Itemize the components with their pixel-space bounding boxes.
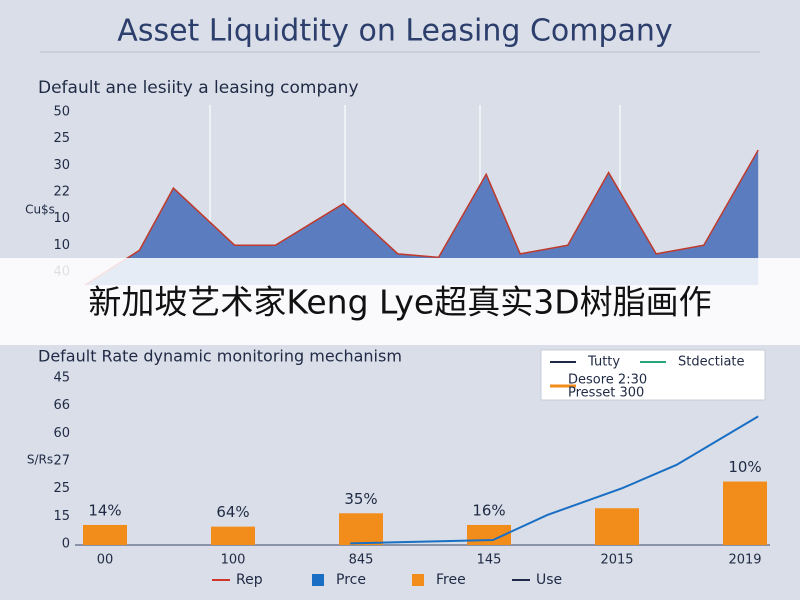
y-tick-label: 30 [53,158,70,173]
y-tick-label: 25 [53,131,70,146]
x-tick-label: 00 [97,553,114,568]
x-tick-label: 145 [477,553,502,568]
main-title: Asset Liquidtity on Leasing Company [117,14,672,49]
legend-swatch [412,574,424,586]
chart-subtitle: Default ane lesiity a leasing company [38,78,359,98]
overlay-text: 新加坡艺术家Keng Lye超真实3D树脂画作 [88,283,711,322]
y-axis-label: S/Rs [27,453,53,467]
legend-label: Prce [336,572,366,588]
legend-label: Presset 300 [568,386,644,401]
legend-label: Stdectiate [678,355,745,370]
bar [83,524,127,545]
y-tick-label: 10 [53,211,70,226]
bar [211,526,255,545]
bar [723,481,767,545]
legend-box [540,349,766,401]
y-tick-label: 25 [53,481,70,496]
legend-label: Rep [236,572,263,588]
y-tick-label: 50 [53,105,70,120]
area [85,150,759,285]
x-tick-label: 2019 [728,553,761,568]
area-line [84,149,759,286]
line [350,415,759,545]
bar-label: 16% [472,501,505,519]
y-tick-label: 27 [53,454,70,469]
y-tick-label: 45 [53,371,70,386]
legend-swatch [312,574,324,586]
overlay-banner [0,258,800,345]
bar-label: 14% [88,501,121,519]
y-tick-label: 10 [53,238,70,253]
x-tick-label: 845 [349,553,374,568]
y-tick-label: 15 [53,509,70,524]
legend-label: Desore 2:30 [568,373,647,388]
legend-label: Tutty [587,355,620,370]
bar-label: 64% [216,503,249,521]
bar-label: 35% [344,490,377,508]
x-tick-label: 100 [221,553,246,568]
bar-label: 10% [728,458,761,476]
y-tick-label: 0 [62,537,70,552]
y-tick-label: 60 [53,426,70,441]
y-tick-label: 22 [53,185,70,200]
legend-label: Use [536,572,562,588]
chart-title: Default Rate dynamic monitoring mechanis… [38,347,402,366]
bar [339,513,383,545]
y-tick-label: 66 [53,398,70,413]
x-tick-label: 2015 [600,553,633,568]
legend-label: Free [436,572,466,588]
bar [595,508,639,545]
y-axis-label: Cu$s [25,203,55,217]
